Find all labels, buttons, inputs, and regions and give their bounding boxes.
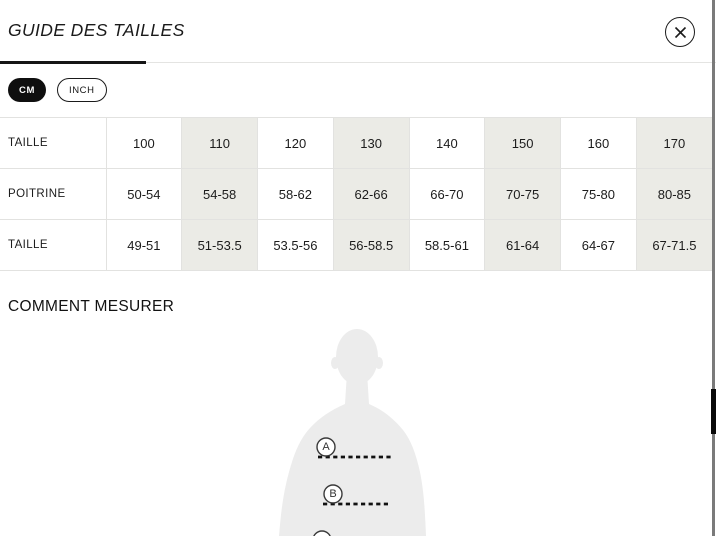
row-header: TAILLE bbox=[0, 117, 107, 169]
table-cell: 50-54 bbox=[105, 168, 183, 220]
table-cell: 70-75 bbox=[484, 168, 561, 220]
marker-circle-c-partial bbox=[313, 530, 331, 536]
size-table: TAILLE 100 110 120 130 140 150 160 170 P… bbox=[0, 117, 712, 271]
table-cell: 67-71.5 bbox=[635, 219, 712, 271]
table-cell: 53.5-56 bbox=[257, 219, 334, 271]
table-cell: 64-67 bbox=[560, 219, 637, 271]
table-cell: 54-58 bbox=[181, 168, 258, 220]
table-cell: 66-70 bbox=[408, 168, 486, 220]
close-icon bbox=[674, 26, 686, 38]
unit-inch-button[interactable]: INCH bbox=[56, 78, 107, 102]
table-cell: 51-53.5 bbox=[181, 219, 258, 271]
scrollbar-thumb[interactable] bbox=[711, 389, 716, 434]
table-cell: 58-62 bbox=[257, 168, 334, 220]
table-cell: 130 bbox=[332, 117, 410, 169]
marker-circle-a bbox=[316, 437, 336, 457]
header-divider bbox=[0, 62, 716, 63]
table-row-waist: TAILLE 49-51 51-53.5 53.5-56 56-58.5 58.… bbox=[0, 219, 712, 271]
table-cell: 61-64 bbox=[484, 219, 561, 271]
marker-circle-b bbox=[323, 484, 343, 504]
body-measurement-diagram: A B bbox=[279, 329, 426, 536]
table-cell: 120 bbox=[257, 117, 334, 169]
table-cell: 75-80 bbox=[560, 168, 637, 220]
row-header: POITRINE bbox=[0, 168, 107, 220]
row-header: TAILLE bbox=[0, 219, 107, 271]
unit-cm-button[interactable]: CM bbox=[8, 78, 46, 102]
unit-toggle: CM INCH bbox=[8, 78, 107, 102]
close-button[interactable] bbox=[665, 17, 695, 47]
table-cell: 170 bbox=[635, 117, 712, 169]
table-cell: 58.5-61 bbox=[408, 219, 486, 271]
table-cell: 160 bbox=[560, 117, 637, 169]
table-row-chest: POITRINE 50-54 54-58 58-62 62-66 66-70 7… bbox=[0, 168, 712, 220]
scrollbar-track[interactable] bbox=[712, 0, 715, 536]
marker-letter-b: B bbox=[329, 488, 336, 500]
active-tab-underline bbox=[0, 61, 146, 64]
table-cell: 62-66 bbox=[332, 168, 410, 220]
table-cell: 56-58.5 bbox=[332, 219, 410, 271]
table-cell: 140 bbox=[408, 117, 486, 169]
marker-letter-a: A bbox=[322, 441, 330, 453]
body-silhouette-icon bbox=[279, 329, 426, 536]
table-cell: 80-85 bbox=[635, 168, 712, 220]
page-title: GUIDE DES TAILLES bbox=[8, 20, 185, 40]
table-row-size: TAILLE 100 110 120 130 140 150 160 170 bbox=[0, 117, 712, 169]
table-cell: 100 bbox=[105, 117, 183, 169]
table-cell: 49-51 bbox=[105, 219, 183, 271]
how-to-measure-heading: COMMENT MESURER bbox=[8, 298, 175, 315]
table-cell: 150 bbox=[484, 117, 561, 169]
table-cell: 110 bbox=[181, 117, 258, 169]
